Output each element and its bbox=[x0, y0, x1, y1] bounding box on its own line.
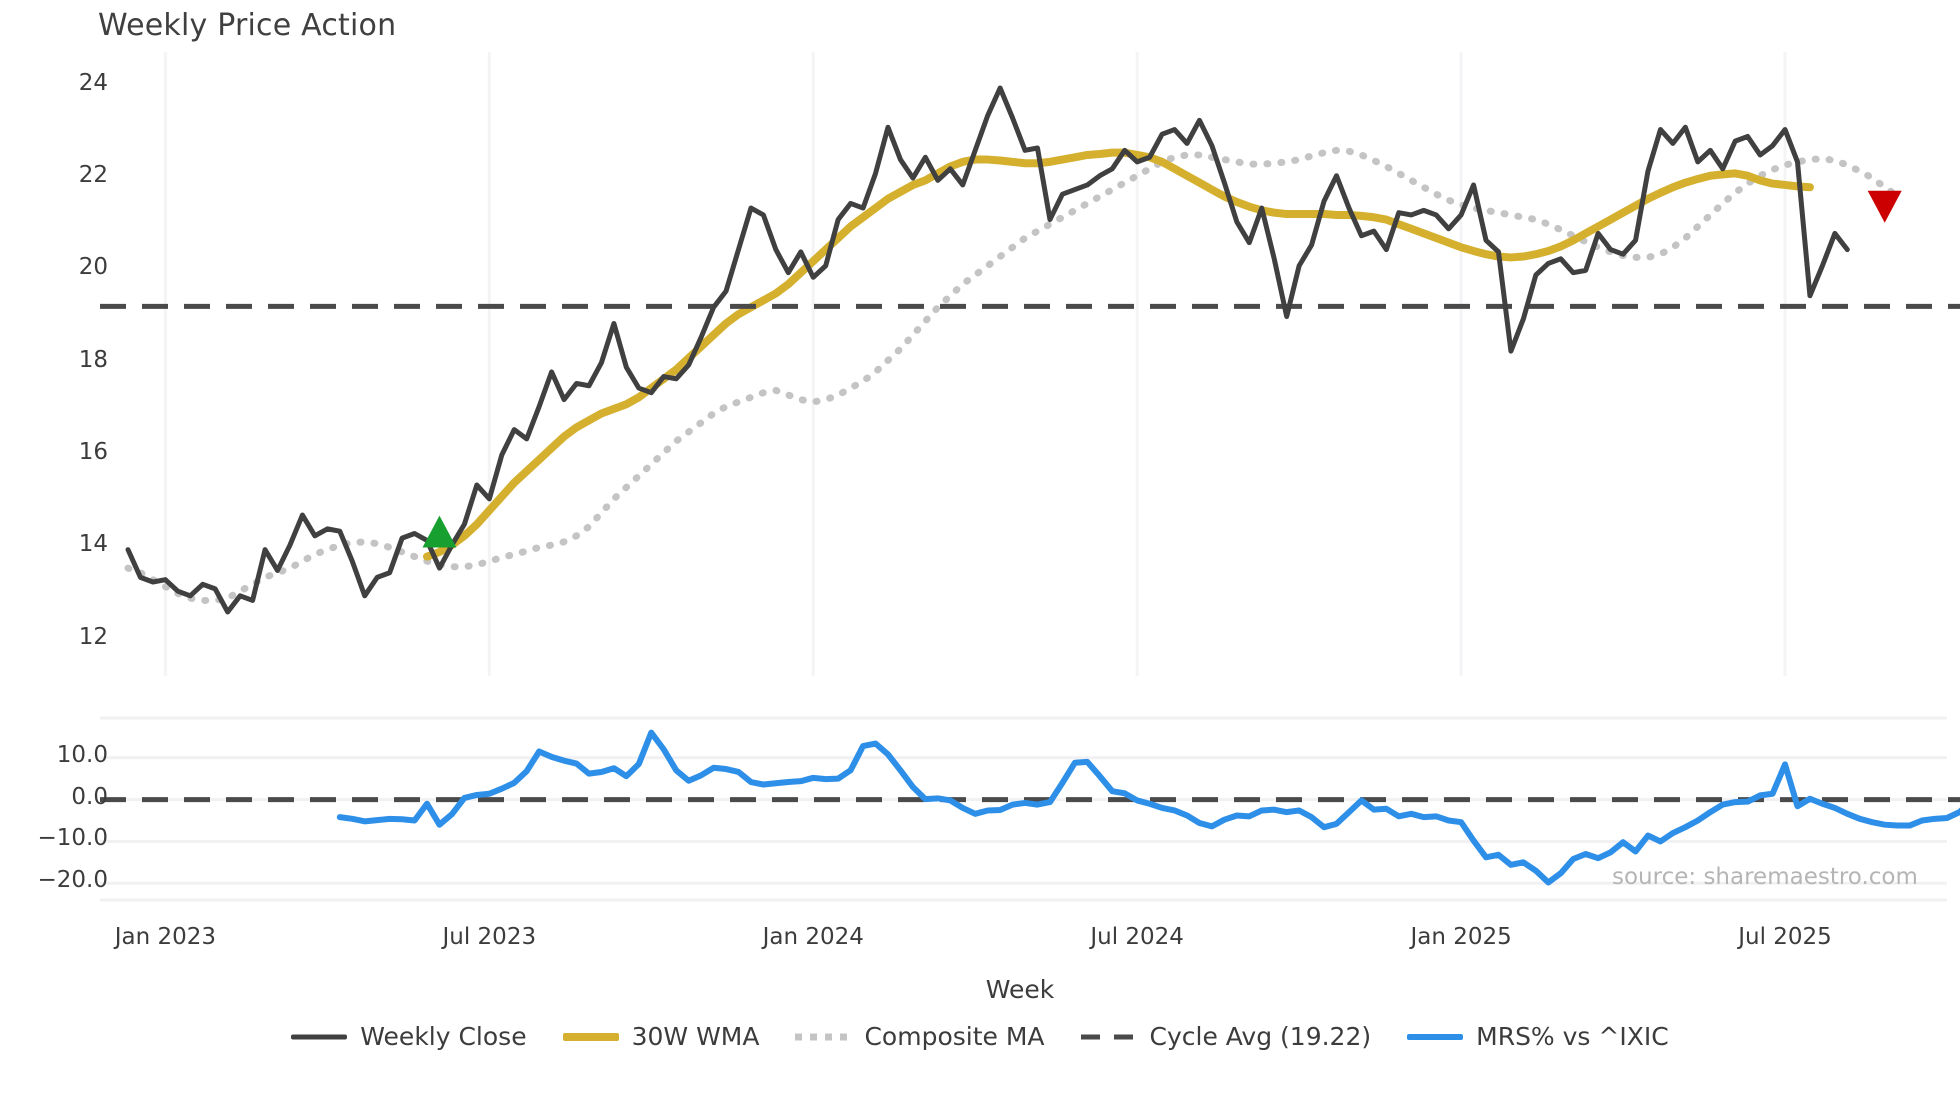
series-weekly-close bbox=[125, 85, 1850, 615]
mrs-ytick-3: −20.0 bbox=[37, 867, 108, 894]
legend-item-0[interactable]: Weekly Close bbox=[291, 1022, 527, 1051]
sell-marker bbox=[1867, 190, 1902, 223]
legend-item-4[interactable]: MRS% vs ^IXIC bbox=[1407, 1022, 1669, 1051]
legend-item-2[interactable]: Composite MA bbox=[795, 1022, 1045, 1051]
legend-label: 30W WMA bbox=[631, 1022, 760, 1051]
xtick-0: Jan 2023 bbox=[114, 924, 217, 950]
xtick-3: Jul 2024 bbox=[1090, 924, 1184, 950]
source-watermark: source: sharemaestro.com bbox=[1612, 864, 1918, 890]
solid-line-swatch bbox=[562, 1026, 619, 1048]
buy-marker bbox=[422, 515, 457, 548]
xtick-4: Jan 2025 bbox=[1410, 924, 1512, 950]
x-axis-label: Week bbox=[985, 975, 1055, 1004]
legend-label: MRS% vs ^IXIC bbox=[1476, 1022, 1669, 1051]
xtick-5: Jul 2025 bbox=[1738, 924, 1832, 950]
legend-label: Weekly Close bbox=[360, 1022, 527, 1051]
price-ytick-4: 20 bbox=[78, 254, 108, 281]
legend-item-3[interactable]: Cycle Avg (19.22) bbox=[1080, 1022, 1372, 1051]
solid-line-swatch bbox=[1407, 1026, 1464, 1048]
chart-title: Weekly Price Action bbox=[98, 8, 397, 43]
price-ytick-0: 12 bbox=[78, 623, 108, 650]
legend-item-1[interactable]: 30W WMA bbox=[562, 1022, 760, 1051]
series-mrs-percent bbox=[336, 729, 1960, 886]
price-ytick-1: 14 bbox=[78, 531, 108, 558]
price-ytick-3: 18 bbox=[78, 346, 108, 373]
xtick-2: Jan 2024 bbox=[762, 924, 864, 950]
price-ytick-6: 24 bbox=[78, 69, 108, 96]
legend-label: Cycle Avg (19.22) bbox=[1149, 1022, 1372, 1051]
mrs-ytick-1: 0.0 bbox=[71, 783, 108, 810]
chart-legend: Weekly Close 30W WMA Composite MA Cycle Avg… bbox=[0, 1022, 1960, 1051]
dotted-line-swatch bbox=[795, 1026, 852, 1048]
series-30w-wma bbox=[423, 148, 1814, 561]
xtick-1: Jul 2023 bbox=[442, 924, 537, 950]
series-composite-ma bbox=[124, 146, 1901, 604]
mrs-ytick-0: 10.0 bbox=[56, 741, 108, 768]
price-ytick-2: 16 bbox=[78, 439, 108, 466]
mrs-ytick-2: −10.0 bbox=[37, 825, 108, 852]
plot-canvas bbox=[100, 52, 1960, 902]
legend-label: Composite MA bbox=[864, 1022, 1045, 1051]
solid-line-swatch bbox=[291, 1026, 348, 1048]
price-ytick-5: 22 bbox=[78, 162, 108, 189]
dashed-line-swatch bbox=[1080, 1026, 1137, 1048]
